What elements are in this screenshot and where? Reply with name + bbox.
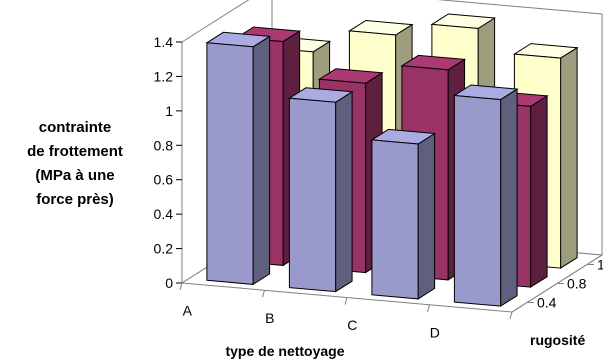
y-axis-title-line-3: (MPa à une <box>35 167 115 184</box>
x-axis-title: type de nettoyage <box>225 343 344 359</box>
x-tick-label: D <box>430 324 440 340</box>
bar <box>453 94 502 307</box>
y-tick-label: 1.2 <box>154 68 174 84</box>
y-tick-label: 0.4 <box>154 206 174 222</box>
bar <box>371 139 419 300</box>
y-tick-label: 1 <box>165 103 173 119</box>
y-axis-title-line-4: force près) <box>36 191 114 208</box>
bar-side <box>530 94 548 289</box>
x-tick-mark <box>179 282 183 291</box>
x-tick-label: B <box>265 310 274 326</box>
y-tick-label: 0.2 <box>154 241 174 257</box>
bar-side <box>252 35 271 286</box>
bar <box>288 97 337 293</box>
y-tick-label: 1.4 <box>154 34 174 50</box>
x-tick-label: C <box>347 317 357 333</box>
y-tick-label: 0.6 <box>154 172 174 188</box>
depth-tick-label: 0.8 <box>567 276 587 292</box>
x-tick-mark <box>427 304 430 312</box>
y-axis-title-line-2: de frottement <box>27 143 123 160</box>
x-tick-mark <box>344 297 348 305</box>
bar-side <box>417 132 436 300</box>
bar-side <box>500 88 518 308</box>
depth-tick-label: 1.2 <box>597 257 603 273</box>
x-tick-mark <box>509 311 513 320</box>
depth-tick-label: 0.4 <box>537 295 557 311</box>
bar-side <box>560 46 578 270</box>
x-tick-mark <box>262 290 265 298</box>
bar-side <box>335 90 353 293</box>
depth-axis-title: rugosité <box>530 332 585 348</box>
y-tick-label: 0 <box>165 275 173 291</box>
y-axis-title-line-1: contrainte <box>38 119 112 136</box>
bar <box>206 42 254 285</box>
x-tick-label: A <box>183 303 193 319</box>
y-tick-label: 0.8 <box>154 137 174 153</box>
y-axis-title: contrainte de frottement (MPa à une forc… <box>0 116 150 212</box>
